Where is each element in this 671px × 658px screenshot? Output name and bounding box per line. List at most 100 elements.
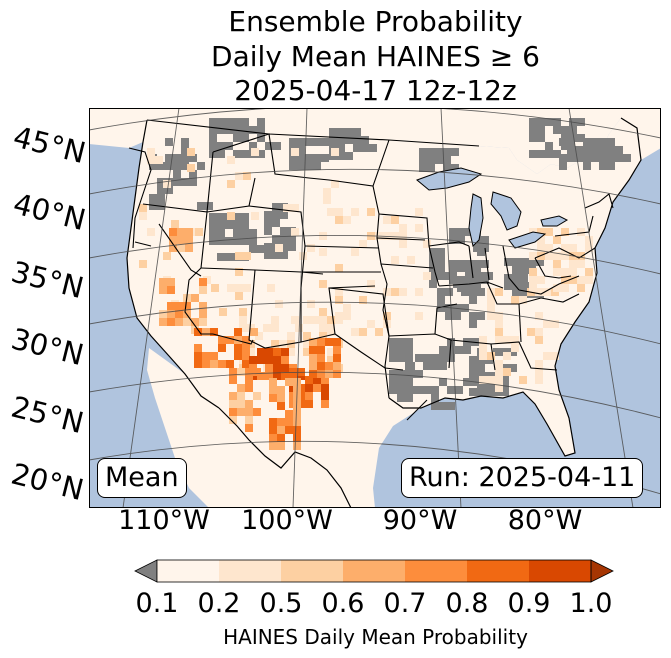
map-cell <box>327 316 335 324</box>
map-cell <box>519 296 527 304</box>
map-cell <box>257 134 265 142</box>
map-cell <box>269 434 277 442</box>
map-cell <box>512 290 520 298</box>
lat-label-30: 30°N <box>7 321 88 373</box>
map-cell <box>177 244 185 252</box>
land-mexico <box>147 348 351 508</box>
map-cell <box>561 244 569 252</box>
map-cell <box>265 372 273 380</box>
map-cell <box>167 286 175 294</box>
map-cell <box>280 235 296 243</box>
map-cell <box>303 316 311 324</box>
map-cell <box>503 352 511 360</box>
map-cell <box>209 150 225 158</box>
map-cell <box>305 154 313 162</box>
map-cell <box>345 152 353 160</box>
map-cell <box>199 310 207 318</box>
map-cell <box>227 212 235 220</box>
map-cell <box>242 336 250 344</box>
map-cell <box>479 336 487 344</box>
colorbar-tick-label: 0.8 <box>445 588 489 619</box>
map-cell <box>177 236 185 244</box>
map-cell <box>479 344 487 352</box>
map-cell <box>251 148 259 156</box>
map-cell <box>577 252 585 260</box>
map-cell <box>545 228 553 236</box>
map-cell <box>437 304 453 312</box>
map-cell <box>269 418 277 426</box>
map-cell <box>585 268 593 276</box>
map-cell <box>293 418 301 426</box>
map-cell <box>473 236 489 244</box>
map-cell <box>567 138 575 146</box>
map-cell <box>309 354 317 362</box>
colorbar <box>134 559 614 583</box>
map-cell <box>275 300 283 308</box>
map-cell <box>197 202 213 210</box>
map-cell <box>147 148 155 156</box>
map-cell <box>237 400 245 408</box>
map-cell <box>529 118 537 126</box>
map-cell <box>305 376 313 384</box>
map-cell <box>234 328 242 336</box>
map-cell <box>419 148 427 156</box>
map-cell <box>303 340 311 348</box>
map-cell <box>343 216 351 224</box>
map-cell <box>535 328 543 336</box>
map-cell <box>437 256 445 264</box>
map-cell <box>437 296 445 304</box>
map-cell <box>397 394 405 402</box>
map-cell <box>199 278 207 286</box>
map-cell <box>583 162 591 170</box>
map-cell <box>495 368 503 376</box>
map-cell <box>469 364 485 372</box>
map-cell <box>529 134 545 142</box>
map-cell <box>569 244 577 252</box>
map-cell <box>303 332 311 340</box>
map-cell <box>469 296 477 304</box>
map-cell <box>229 400 237 408</box>
map-cell <box>167 310 175 318</box>
probability-cells <box>139 118 631 450</box>
map-cell <box>495 312 503 320</box>
map-cell <box>551 320 559 328</box>
map-cell <box>383 312 391 320</box>
map-cell <box>367 320 375 328</box>
map-cell <box>465 268 473 276</box>
map-cell <box>449 228 457 236</box>
map-cell <box>577 228 585 236</box>
map-cell <box>219 308 227 316</box>
title-line-1: Ensemble Probability <box>228 5 523 38</box>
map-cell <box>343 312 351 320</box>
map-cell <box>443 164 459 172</box>
map-cell <box>469 312 485 320</box>
map-cell <box>209 229 217 237</box>
map-cell <box>319 308 327 316</box>
map-cell <box>305 392 313 400</box>
map-cell <box>431 354 447 362</box>
map-cell <box>317 370 325 378</box>
map-cell <box>559 154 567 162</box>
map-cell <box>272 211 288 219</box>
map-cell <box>277 418 285 426</box>
map-cell <box>199 318 207 326</box>
map-cell <box>383 216 391 224</box>
map-cell <box>249 126 265 134</box>
map-cell <box>389 346 405 354</box>
map-cell <box>313 154 329 162</box>
map-cell <box>293 410 301 418</box>
map-cell <box>187 164 195 172</box>
map-cell <box>399 224 407 232</box>
map-cell <box>495 360 503 368</box>
map-cell <box>495 288 503 296</box>
map-cell <box>469 372 477 380</box>
colorbar-title: HAINES Daily Mean Probability <box>223 625 528 649</box>
map-cell <box>183 318 191 326</box>
map-cell <box>194 360 202 368</box>
map-cell <box>197 162 205 170</box>
map-cell <box>553 260 561 268</box>
map-cell <box>241 229 249 237</box>
lat-label-20: 20°N <box>7 456 88 508</box>
map-cell <box>263 324 271 332</box>
